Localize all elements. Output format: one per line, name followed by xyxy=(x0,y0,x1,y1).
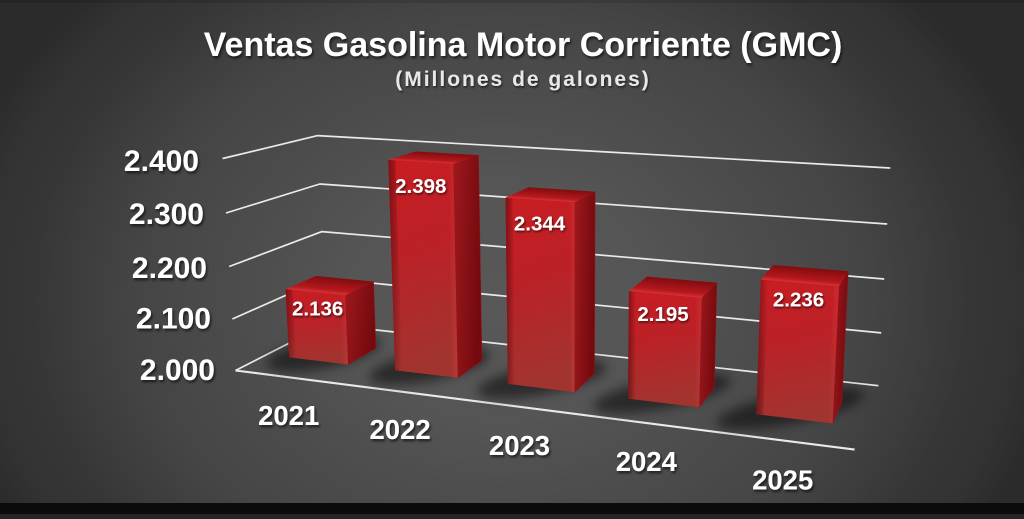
svg-text:2.136: 2.136 xyxy=(292,297,343,320)
svg-text:2.236: 2.236 xyxy=(773,289,824,312)
svg-text:2.398: 2.398 xyxy=(395,175,446,198)
svg-text:2.300: 2.300 xyxy=(129,198,204,231)
svg-text:2022: 2022 xyxy=(370,414,431,445)
svg-text:2.200: 2.200 xyxy=(132,252,207,285)
svg-text:Ventas Gasolina Motor Corrient: Ventas Gasolina Motor Corriente (GMC) xyxy=(204,26,843,64)
svg-text:2024: 2024 xyxy=(616,446,678,477)
svg-text:2.100: 2.100 xyxy=(136,303,211,336)
svg-text:2.000: 2.000 xyxy=(140,354,215,387)
svg-text:2.344: 2.344 xyxy=(514,212,566,235)
svg-text:2.195: 2.195 xyxy=(637,303,688,326)
svg-text:2021: 2021 xyxy=(258,400,319,431)
svg-text:2025: 2025 xyxy=(752,465,813,496)
svg-text:2.400: 2.400 xyxy=(124,145,199,178)
svg-text:2023: 2023 xyxy=(489,430,550,461)
svg-text:(Millones de galones): (Millones de galones) xyxy=(395,68,651,91)
